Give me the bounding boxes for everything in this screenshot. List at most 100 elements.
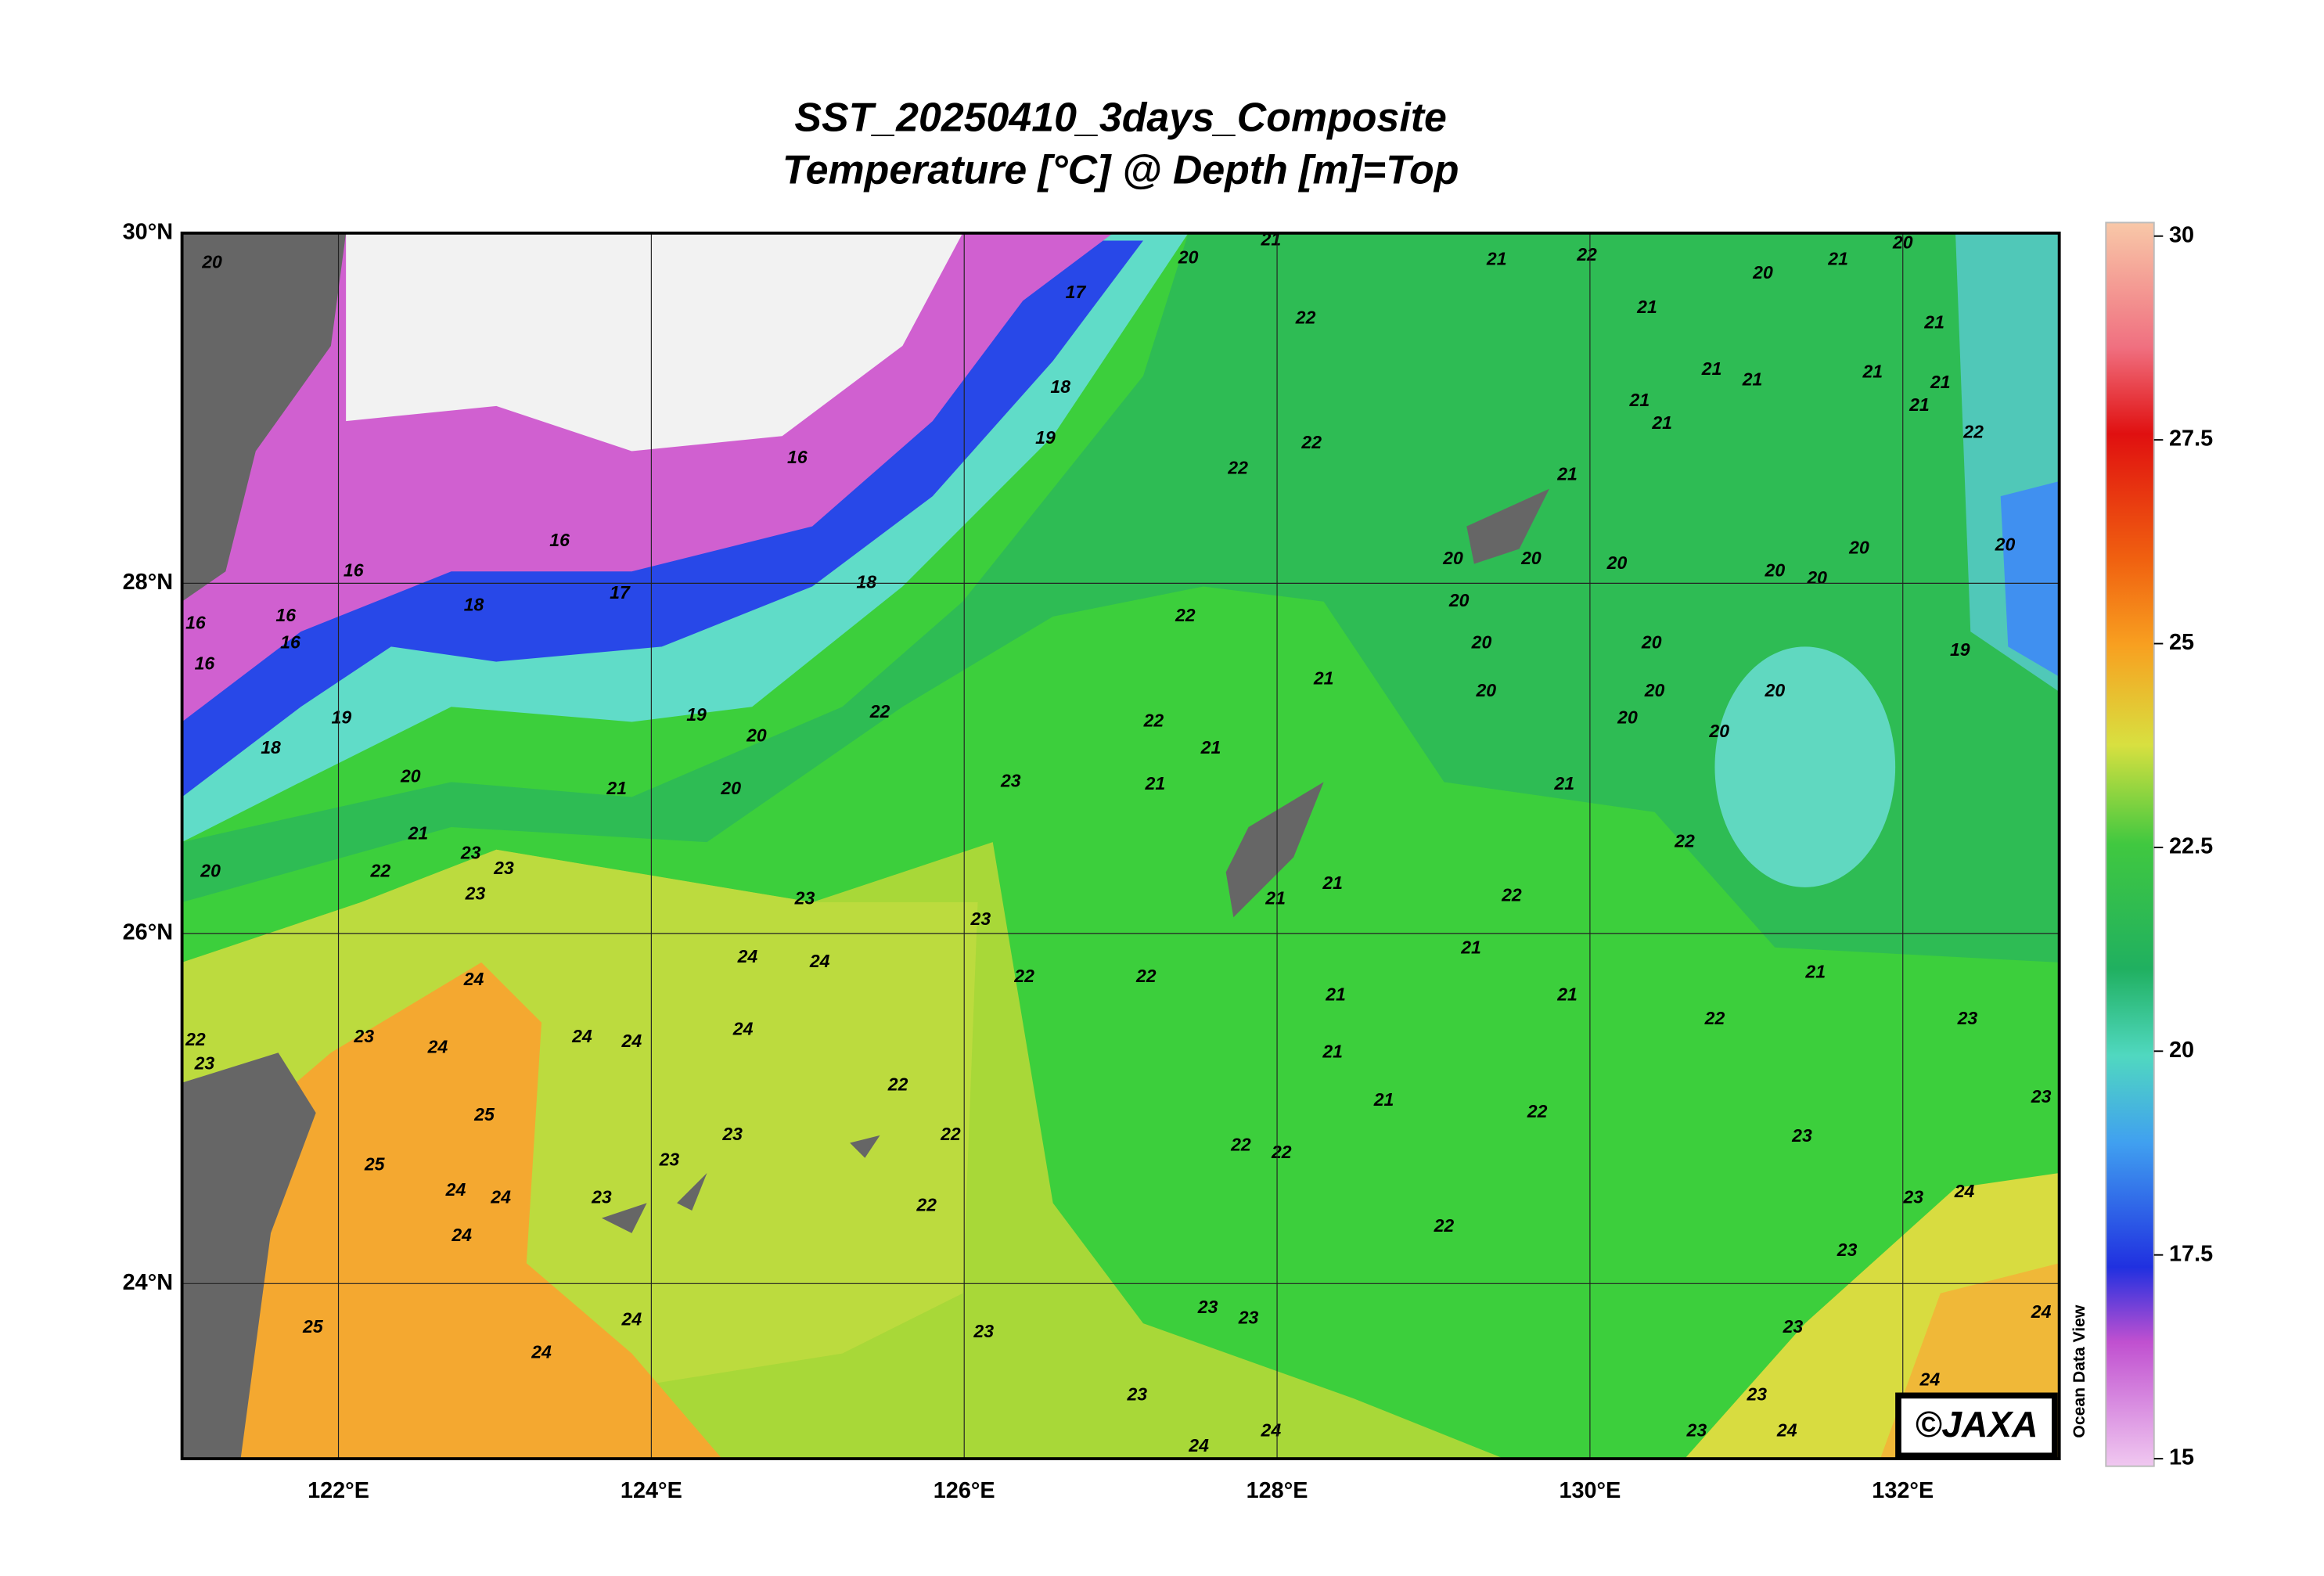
- contour-label: 22: [1962, 422, 1984, 442]
- contour-label: 21: [1460, 937, 1481, 958]
- x-tick-label: 124°E: [621, 1478, 682, 1503]
- contour-label: 16: [549, 530, 570, 550]
- contour-label: 20: [400, 766, 421, 786]
- contour-label: 25: [473, 1104, 495, 1124]
- contour-label: 25: [364, 1153, 386, 1174]
- contour-label: 22: [1527, 1101, 1548, 1121]
- contour-label: 22: [887, 1074, 908, 1095]
- contour-label: 24: [445, 1179, 466, 1200]
- contour-label: 24: [490, 1187, 511, 1207]
- contour-label: 23: [460, 843, 481, 863]
- x-tick-label: 130°E: [1559, 1478, 1621, 1503]
- y-tick-label: 24°N: [123, 1270, 173, 1295]
- contour-label: 22: [916, 1194, 937, 1214]
- contour-label: 21: [1553, 773, 1574, 793]
- contour-label: 22: [1295, 308, 1316, 328]
- contour-label: 23: [591, 1187, 612, 1207]
- credit: ©JAXA: [1915, 1404, 2038, 1445]
- contour-label: 20: [720, 778, 741, 798]
- contour-label: 23: [794, 887, 815, 908]
- contour-label: 20: [1178, 247, 1199, 268]
- contour-label: 24: [1954, 1181, 1975, 1201]
- contour-label: 23: [973, 1321, 994, 1341]
- contour-label: 22: [869, 701, 890, 721]
- software-label: Ocean Data View: [2070, 1304, 2088, 1437]
- contour-label: 19: [1035, 427, 1056, 448]
- contour-label: 24: [809, 951, 830, 971]
- contour-label: 24: [1188, 1435, 1209, 1455]
- contour-label: 24: [1919, 1369, 1941, 1389]
- contour-label: 23: [353, 1026, 374, 1046]
- contour-label: 22: [940, 1124, 961, 1144]
- contour-label: 23: [1197, 1297, 1218, 1317]
- contour-label: 24: [451, 1225, 472, 1245]
- contour-label: 20: [1995, 534, 2016, 555]
- contour-label: 20: [1442, 548, 1463, 568]
- contour-label: 21: [1908, 394, 1930, 415]
- contour-label: 16: [344, 560, 364, 580]
- contour-label: 24: [427, 1037, 448, 1057]
- contour-label: 17: [610, 582, 631, 603]
- contour-label: 23: [1957, 1008, 1978, 1028]
- contour-label: 21: [408, 823, 429, 844]
- contour-label: 20: [1617, 707, 1638, 728]
- contour-label: 20: [201, 251, 222, 272]
- contour-label: 20: [1475, 680, 1496, 700]
- contour-label: 20: [1471, 632, 1492, 653]
- contour-label: 20: [1765, 560, 1786, 580]
- colorbar-tick-label: 27.5: [2169, 426, 2213, 452]
- contour-label: 24: [621, 1308, 642, 1329]
- contour-label: 20: [1644, 680, 1665, 700]
- contour-label: 21: [1827, 249, 1848, 269]
- contour-label: 24: [732, 1018, 754, 1038]
- contour-label: 24: [571, 1026, 592, 1046]
- contour-label: 20: [1848, 538, 1869, 558]
- contour-label: 20: [1641, 632, 1662, 653]
- contour-label: 23: [1837, 1240, 1858, 1260]
- contour-label: 22: [1271, 1142, 1292, 1162]
- contour-label: 22: [1301, 432, 1322, 452]
- colorbar: [2105, 221, 2155, 1467]
- contour-label: 22: [1230, 1134, 1251, 1154]
- contour-label: 24: [531, 1342, 552, 1362]
- contour-label: 24: [737, 946, 758, 966]
- x-tick-label: 122°E: [308, 1478, 369, 1503]
- map-title: SST_20250410_3days_Composite: [794, 94, 1446, 139]
- contour-label: 22: [1135, 966, 1157, 986]
- contour-label: 21: [1313, 668, 1334, 689]
- contour-label: 21: [1636, 297, 1657, 317]
- contour-label: 21: [1701, 358, 1722, 379]
- contour-label: 19: [332, 707, 352, 728]
- y-tick-label: 26°N: [123, 919, 173, 945]
- contour-label: 21: [1322, 1041, 1343, 1061]
- contour-label: 21: [1200, 737, 1221, 757]
- contour-label: 22: [1674, 830, 1695, 851]
- colorbar-tick-label: 20: [2169, 1038, 2194, 1063]
- contour-label: 16: [275, 605, 296, 625]
- x-tick-label: 126°E: [934, 1478, 995, 1503]
- contour-label: 21: [1325, 984, 1346, 1004]
- contour-label: 23: [721, 1124, 743, 1144]
- map-frame: [180, 231, 2061, 1461]
- contour-label: 16: [787, 447, 808, 467]
- contour-label: 20: [1752, 262, 1773, 282]
- contour-label: 22: [370, 861, 391, 881]
- contour-label: 16: [185, 613, 206, 633]
- contour-label: 21: [1804, 961, 1826, 981]
- contour-label: 21: [1651, 412, 1672, 433]
- contour-label: 22: [185, 1029, 206, 1049]
- contour-label: 22: [1576, 244, 1597, 264]
- y-tick-label: 28°N: [123, 570, 173, 595]
- contour-label: 18: [261, 737, 281, 757]
- contour-label: 23: [1783, 1316, 1804, 1337]
- contour-label: 24: [463, 969, 484, 989]
- contour-label: 18: [856, 572, 876, 592]
- contour-label: 21: [1742, 369, 1763, 389]
- contour-label: 22: [1704, 1008, 1725, 1028]
- contour-labels: 17 18 19 16 16 16 17 18 16 16 16 16 18 19 19 18 20 20 20 21…: [185, 229, 2052, 1455]
- contour-label: 22: [1013, 966, 1034, 986]
- contour-label: 23: [1238, 1307, 1259, 1327]
- contour-label: 23: [1000, 770, 1021, 790]
- contour-label: 23: [1902, 1187, 1923, 1207]
